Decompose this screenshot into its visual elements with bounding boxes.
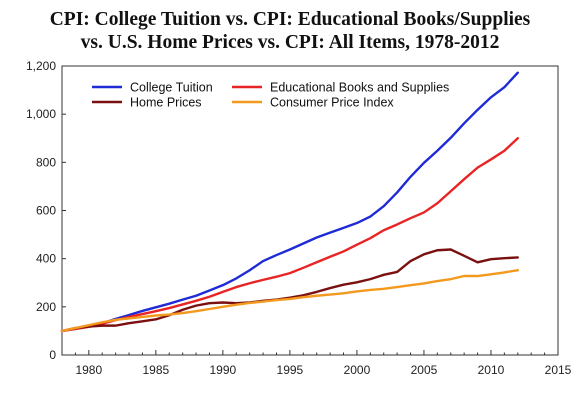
- x-tick-label: 1985: [142, 363, 169, 377]
- x-tick-label: 1980: [75, 363, 102, 377]
- y-tick-label: 800: [36, 155, 56, 169]
- axes: 0 200 400 600 800 1,000 1,200 1980 1985 1990 1995 2…: [26, 59, 572, 377]
- legend-label: Consumer Price Index: [270, 96, 394, 110]
- y-tick-label: 1,200: [26, 59, 56, 73]
- x-tick-label: 2010: [478, 363, 505, 377]
- chart-title-line-1: CPI: College Tuition vs. CPI: Educationa…: [49, 9, 531, 30]
- legend-label: Home Prices: [130, 96, 202, 110]
- chart-title-line-2: vs. U.S. Home Prices vs. CPI: All Items,…: [80, 32, 500, 53]
- series-line-college-tuition: [60, 71, 519, 333]
- series-line-consumer-price-index: [60, 269, 519, 333]
- x-tick-label: 2005: [411, 363, 438, 377]
- series-line-educational-books-and-supplies: [60, 137, 519, 333]
- series-lines: [60, 71, 519, 333]
- y-tick-label: 600: [36, 204, 56, 218]
- legend: College Tuition Educational Books and Sup…: [92, 81, 449, 110]
- y-tick-label: 200: [36, 300, 56, 314]
- y-tick-label: 1,000: [26, 107, 56, 121]
- x-tick-label: 1990: [210, 363, 237, 377]
- chart-title: CPI: College Tuition vs. CPI: Educationa…: [0, 8, 580, 54]
- series-line-home-prices: [60, 248, 519, 333]
- x-tick-label: 2015: [545, 363, 572, 377]
- y-tick-label: 0: [49, 348, 56, 362]
- y-tick-label: 400: [36, 252, 56, 266]
- x-tick-label: 2000: [344, 363, 371, 377]
- legend-label: Educational Books and Supplies: [270, 81, 449, 95]
- x-tick-label: 1995: [277, 363, 304, 377]
- legend-label: College Tuition: [130, 81, 213, 95]
